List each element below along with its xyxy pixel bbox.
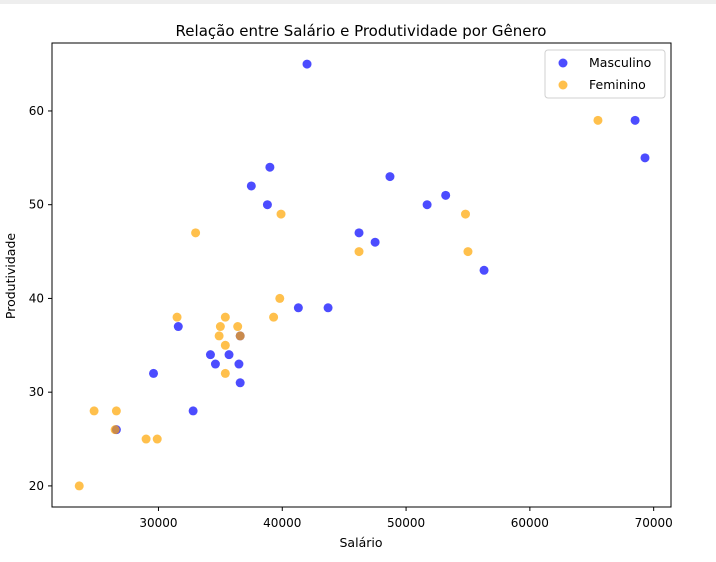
data-point-feminino-5 — [463, 247, 473, 257]
plot-area — [74, 59, 650, 491]
data-point-feminino-7 — [172, 312, 182, 322]
x-tick-label: 50000 — [387, 516, 425, 530]
data-point-masculino-22 — [188, 406, 198, 416]
y-tick-label: 20 — [29, 479, 44, 493]
y-tick-label: 60 — [29, 104, 44, 118]
x-tick-label: 70000 — [635, 516, 673, 530]
data-point-masculino-8 — [422, 200, 432, 210]
data-point-masculino-18 — [210, 359, 220, 369]
data-point-feminino-3 — [191, 228, 201, 238]
data-point-masculino-10 — [370, 237, 380, 247]
data-point-feminino-1 — [276, 209, 286, 219]
data-point-masculino-19 — [234, 359, 244, 369]
data-point-feminino-18 — [110, 425, 120, 435]
window-top-strip — [0, 0, 716, 4]
data-point-masculino-21 — [235, 378, 245, 388]
data-point-feminino-8 — [220, 312, 230, 322]
data-point-feminino-21 — [74, 481, 84, 491]
data-point-feminino-2 — [460, 209, 470, 219]
x-tick-label: 40000 — [263, 516, 301, 530]
data-point-masculino-12 — [293, 303, 303, 313]
data-point-feminino-16 — [89, 406, 99, 416]
data-point-feminino-13 — [235, 331, 245, 341]
data-point-masculino-13 — [323, 303, 333, 313]
data-point-feminino-11 — [233, 322, 243, 332]
plot-frame — [51, 42, 672, 508]
data-point-masculino-9 — [354, 228, 364, 238]
data-point-masculino-4 — [385, 172, 395, 182]
y-axis: 20 30 40 50 60 — [29, 104, 52, 493]
legend-box — [544, 49, 666, 99]
legend-label-masculino: Masculino — [589, 55, 651, 70]
data-point-masculino-0 — [302, 59, 312, 69]
data-point-feminino-19 — [141, 434, 151, 444]
y-tick-label: 40 — [29, 291, 44, 305]
data-point-feminino-14 — [220, 340, 230, 350]
data-point-masculino-20 — [149, 368, 159, 378]
data-point-feminino-0 — [593, 115, 603, 125]
data-point-feminino-17 — [111, 406, 121, 416]
x-tick-label: 60000 — [511, 516, 549, 530]
legend-marker-masculino — [558, 58, 568, 68]
data-point-feminino-9 — [269, 312, 279, 322]
data-point-feminino-20 — [152, 434, 162, 444]
data-point-masculino-11 — [479, 265, 489, 275]
y-axis-label: Produtividade — [3, 233, 18, 319]
data-point-feminino-4 — [354, 247, 364, 257]
data-point-masculino-6 — [441, 190, 451, 200]
x-axis-label: Salário — [340, 535, 383, 550]
data-point-feminino-10 — [215, 322, 225, 332]
legend-label-feminino: Feminino — [589, 77, 646, 92]
data-point-feminino-6 — [275, 293, 285, 303]
data-point-masculino-7 — [262, 200, 272, 210]
data-point-masculino-2 — [640, 153, 650, 163]
y-tick-label: 50 — [29, 198, 44, 212]
data-point-feminino-12 — [214, 331, 224, 341]
data-point-feminino-15 — [220, 368, 230, 378]
data-point-masculino-14 — [173, 322, 183, 332]
x-tick-label: 30000 — [139, 516, 177, 530]
data-point-masculino-16 — [205, 350, 215, 360]
legend-marker-feminino — [558, 80, 568, 90]
data-point-masculino-5 — [246, 181, 256, 191]
y-tick-label: 30 — [29, 385, 44, 399]
chart-title: Relação entre Salário e Produtividade po… — [176, 22, 547, 40]
data-point-masculino-17 — [224, 350, 234, 360]
data-point-masculino-1 — [630, 115, 640, 125]
legend: Masculino Feminino — [544, 49, 666, 99]
x-axis: 30000 40000 50000 60000 70000 — [139, 507, 673, 530]
data-point-masculino-3 — [265, 162, 275, 172]
